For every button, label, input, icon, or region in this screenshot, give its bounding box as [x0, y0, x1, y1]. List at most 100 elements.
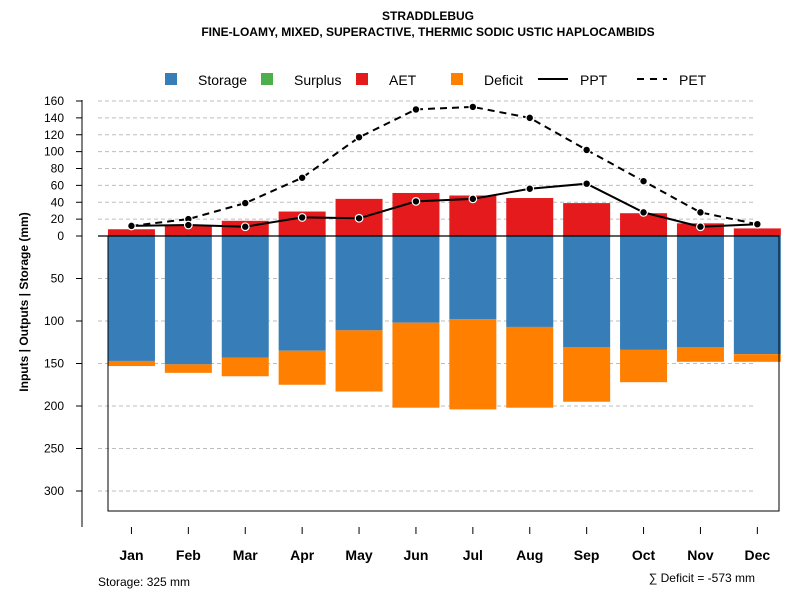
storage-bar	[449, 236, 497, 320]
pet-point	[468, 102, 478, 112]
deficit-bar	[506, 326, 554, 408]
ppt-point	[696, 222, 705, 232]
chart-subtitle: FINE-LOAMY, MIXED, SUPERACTIVE, THERMIC …	[201, 25, 654, 39]
storage-bar	[676, 236, 724, 348]
aet-bar	[107, 229, 155, 236]
x-tick-label: May	[345, 547, 372, 563]
aet-bar	[620, 213, 668, 236]
y-tick-label: 150	[44, 357, 64, 371]
deficit-bar	[392, 322, 440, 408]
x-tick-label: Apr	[290, 547, 315, 563]
storage-bar	[107, 236, 155, 361]
storage-note: Storage: 325 mm	[98, 575, 190, 589]
ppt-point	[525, 184, 535, 194]
ppt-point	[582, 179, 592, 189]
storage-bar	[278, 236, 326, 351]
legend-swatch-aet	[356, 73, 368, 85]
y-tick-label: 40	[51, 195, 65, 209]
legend-label-pet: PET	[679, 72, 707, 88]
deficit-bar	[335, 330, 383, 392]
y-tick-label: 100	[44, 145, 64, 159]
x-tick-label: Aug	[516, 547, 543, 563]
aet-bar	[164, 225, 212, 236]
deficit-bar	[221, 357, 269, 377]
ppt-point	[752, 219, 762, 229]
ppt-point	[468, 194, 478, 204]
x-tick-label: Sep	[574, 547, 600, 563]
legend-swatch-surplus	[261, 73, 273, 85]
deficit-note: ∑ Deficit = -573 mm	[649, 571, 755, 585]
deficit-bar	[620, 349, 668, 383]
x-tick-label: Nov	[687, 547, 714, 563]
deficit-bar	[733, 354, 781, 362]
legend-label-surplus: Surplus	[294, 72, 341, 88]
y-tick-label: 0	[57, 229, 64, 243]
ppt-line	[131, 182, 758, 228]
y-axis-label: Inputs | Outputs | Storage (mm)	[17, 212, 31, 391]
ppt-point	[639, 207, 648, 217]
y-tick-label: 100	[44, 314, 64, 328]
y-tick-label: 140	[44, 111, 64, 125]
storage-bar	[563, 236, 611, 348]
storage-bar	[164, 236, 212, 365]
aet-bar	[733, 228, 781, 236]
ppt-point	[411, 197, 421, 206]
y-tick-label: 160	[44, 94, 64, 108]
aet-bar	[563, 203, 611, 236]
x-tick-label: Dec	[745, 547, 771, 563]
ppt-point	[297, 213, 307, 222]
pet-point	[525, 113, 535, 123]
pet-line	[131, 105, 758, 227]
storage-bar	[506, 236, 554, 327]
ppt-point	[183, 220, 193, 230]
storage-bar	[733, 236, 781, 355]
axes: 16014012010080604020050100150200250300Ja…	[44, 94, 780, 563]
storage-bar	[221, 236, 269, 358]
legend-swatch-deficit	[451, 73, 463, 85]
legend-swatch-storage	[165, 73, 177, 85]
deficit-bar	[164, 364, 212, 373]
ppt-point	[354, 213, 364, 223]
storage-bar	[335, 236, 383, 331]
storage-bar	[620, 236, 668, 350]
legend-label-ppt: PPT	[580, 72, 608, 88]
x-tick-label: Jun	[404, 547, 429, 563]
legend-label-deficit: Deficit	[484, 72, 523, 88]
deficit-bar	[563, 347, 611, 402]
y-tick-label: 200	[44, 399, 64, 413]
storage-bar	[392, 236, 440, 323]
x-tick-label: Mar	[233, 547, 258, 563]
y-tick-label: 300	[44, 484, 64, 498]
pet-point	[411, 105, 421, 114]
chart-title: STRADDLEBUG	[382, 9, 474, 23]
deficit-bar	[278, 350, 326, 385]
y-tick-label: 50	[51, 272, 65, 286]
deficit-bar	[107, 360, 155, 367]
series-lines	[127, 102, 762, 232]
pet-point	[297, 173, 307, 183]
pet-point	[582, 145, 592, 155]
ppt-point	[240, 222, 250, 232]
pet-point	[354, 132, 364, 142]
y-tick-label: 60	[51, 178, 65, 192]
aet-bar	[506, 198, 554, 236]
y-tick-label: 20	[51, 212, 65, 226]
pet-point	[639, 176, 648, 186]
y-tick-label: 250	[44, 442, 64, 456]
legend-label-storage: Storage	[198, 72, 247, 88]
pet-point	[696, 207, 705, 217]
y-tick-label: 120	[44, 128, 64, 142]
bars	[107, 192, 781, 410]
x-tick-label: Jul	[463, 547, 483, 563]
x-tick-label: Jan	[119, 547, 143, 563]
x-tick-label: Feb	[176, 547, 201, 563]
deficit-bar	[449, 319, 497, 410]
legend-label-aet: AET	[389, 72, 417, 88]
y-tick-label: 80	[51, 162, 65, 176]
x-tick-label: Oct	[632, 547, 656, 563]
deficit-bar	[676, 347, 724, 362]
pet-point	[240, 198, 250, 208]
legend: Storage Surplus AET Deficit PPT PET	[165, 72, 707, 88]
ppt-point	[127, 221, 136, 231]
